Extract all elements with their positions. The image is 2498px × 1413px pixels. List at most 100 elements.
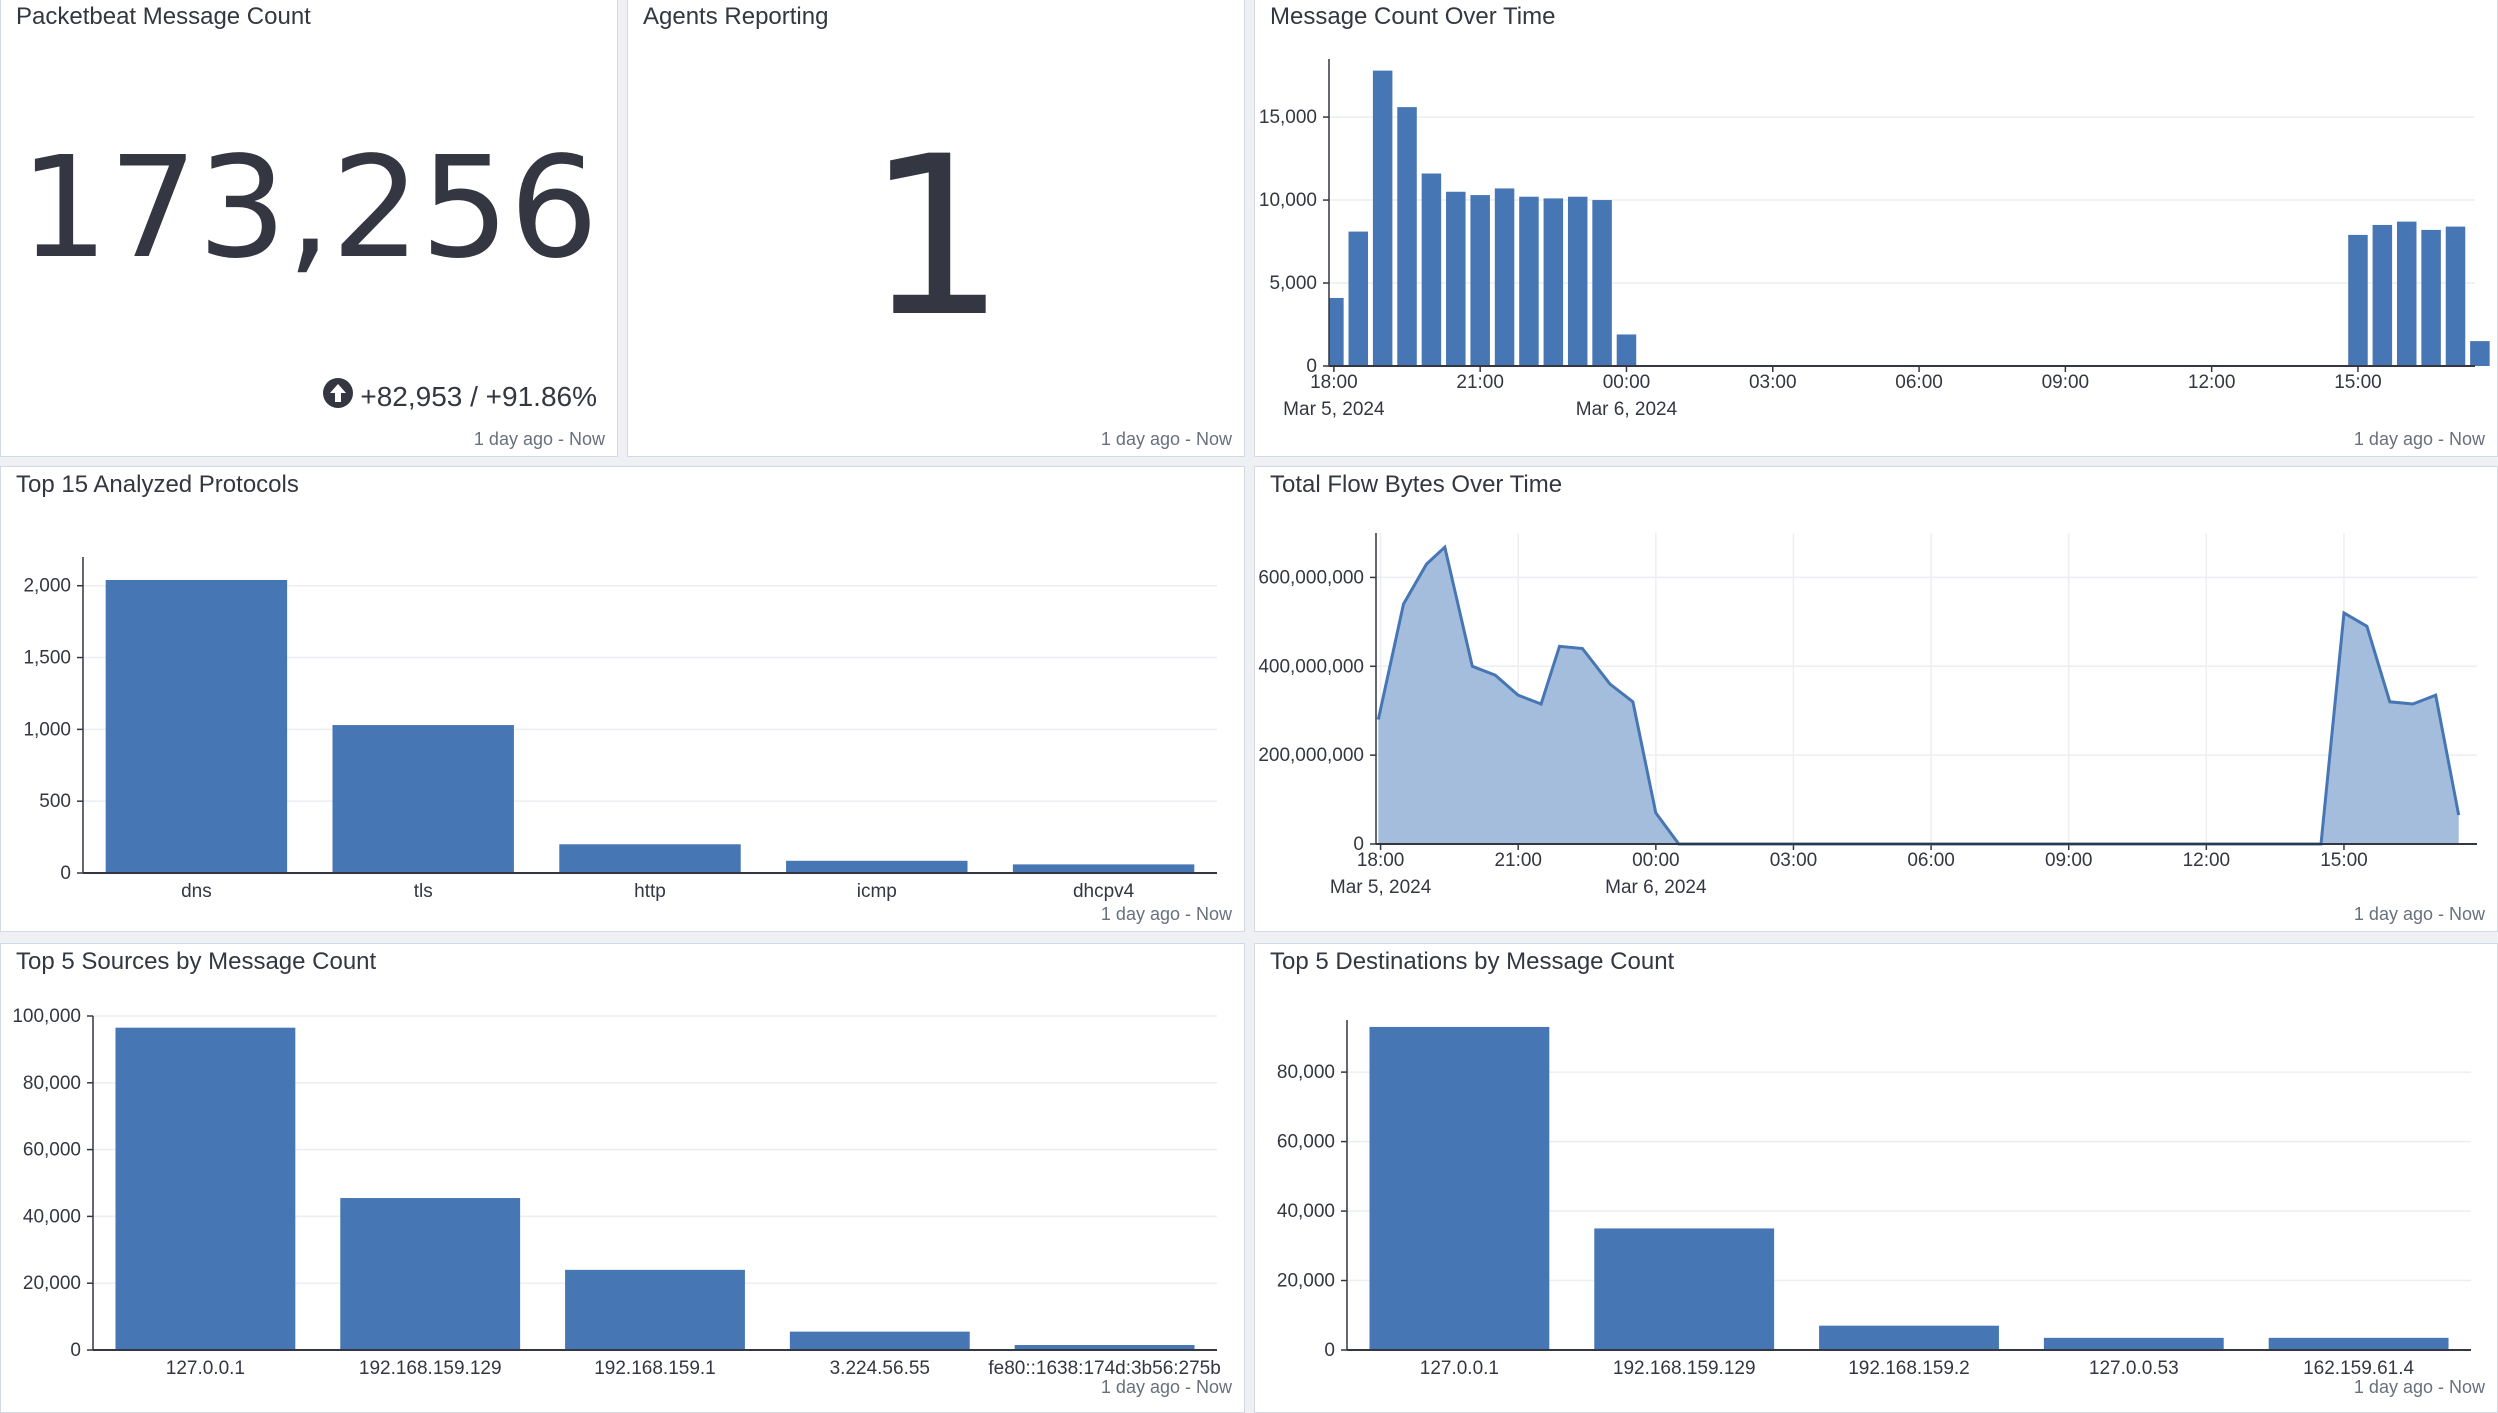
bar	[1372, 70, 1393, 367]
y-tick-label: 80,000	[23, 1073, 81, 1094]
y-tick-label: 0	[1324, 1340, 1335, 1361]
x-tick-label: 15:00	[2320, 850, 2368, 871]
x-tick-sublabel: Mar 6, 2024	[1605, 877, 1707, 898]
time-range: 1 day ago - Now	[1100, 1377, 1232, 1397]
y-tick-label: 60,000	[23, 1140, 81, 1161]
x-tick-label: 18:00	[1310, 372, 1358, 393]
y-tick-label: 0	[1306, 356, 1317, 377]
panel-title: Top 15 Analyzed Protocols	[16, 471, 299, 498]
y-tick-label: 0	[60, 863, 71, 884]
bar	[786, 860, 968, 873]
bar	[1616, 334, 1637, 366]
bar	[2372, 224, 2393, 366]
panel-title: Top 5 Destinations by Message Count	[1270, 948, 1675, 975]
bar	[1421, 173, 1442, 366]
message-count-over-time-panel: Message Count Over Time 0 5,000 10,000 15,0…	[1254, 0, 2498, 457]
y-tick-label: 400,000,000	[1258, 656, 1364, 677]
x-tick-label: 21:00	[1456, 372, 1504, 393]
x-tick-label: fe80::1638:174d:3b56:275b	[988, 1358, 1220, 1379]
panel-title: Message Count Over Time	[1270, 3, 1556, 30]
panel-title: Packetbeat Message Count	[16, 3, 311, 30]
top-sources-chart: 0 20,000 40,000 60,000 80,000 100,000 127.0.0.…	[12, 1006, 1221, 1379]
x-tick-label: 3.224.56.55	[830, 1358, 930, 1379]
time-range: 1 day ago - Now	[2353, 904, 2485, 924]
metric-value: 1	[866, 109, 1006, 365]
x-tick-label: 192.168.159.2	[1848, 1358, 1970, 1379]
series-line	[1376, 544, 2461, 846]
bar	[2421, 229, 2441, 366]
agents-reporting-panel: Agents Reporting 1 1 day ago - Now	[627, 0, 1245, 457]
bar	[105, 579, 288, 873]
x-tick-label: 00:00	[1632, 850, 1680, 871]
time-range: 1 day ago - Now	[2353, 1377, 2485, 1397]
message-count-panel: Packetbeat Message Count 173,256 +82,953…	[0, 0, 618, 457]
bar	[2470, 341, 2490, 366]
trend-indicator: +82,953 / +91.86%	[322, 377, 597, 416]
x-tick-label: 162.159.61.4	[2303, 1358, 2414, 1379]
x-tick-label: 192.168.159.129	[359, 1358, 502, 1379]
panel-title: Agents Reporting	[643, 3, 829, 30]
x-tick-label: tls	[414, 881, 433, 902]
arrow-up-circle-icon	[322, 377, 354, 416]
y-tick-label: 500	[39, 791, 71, 812]
x-tick-label: 06:00	[1895, 372, 1943, 393]
top-sources-panel: Top 5 Sources by Message Count 0 20,000 40…	[0, 943, 1245, 1413]
x-tick-label: 192.168.159.129	[1613, 1358, 1756, 1379]
x-tick-label: 18:00	[1357, 850, 1405, 871]
y-tick-label: 1,500	[23, 648, 71, 669]
bar	[1470, 195, 1490, 366]
x-tick-label: 21:00	[1494, 850, 1542, 871]
panel-title: Top 5 Sources by Message Count	[16, 948, 377, 975]
x-tick-label: 12:00	[2183, 850, 2231, 871]
y-tick-label: 60,000	[1277, 1132, 1335, 1153]
bar	[789, 1331, 970, 1350]
trend-text: +82,953 / +91.86%	[360, 380, 597, 412]
bar	[1014, 1344, 1195, 1350]
x-tick-label: 15:00	[2334, 372, 2382, 393]
bar	[1329, 297, 1344, 366]
bar	[340, 1198, 521, 1350]
top-protocols-panel: Top 15 Analyzed Protocols 0 500 1,000 1,500…	[0, 466, 1245, 932]
total-flow-bytes-chart: 0 200,000,000 400,000,000 600,000,000 18:00 M…	[1258, 533, 2477, 898]
bar	[565, 1269, 745, 1350]
y-tick-label: 10,000	[1259, 190, 1317, 211]
bar	[115, 1027, 296, 1350]
y-tick-label: 40,000	[23, 1206, 81, 1227]
bar	[1012, 864, 1195, 873]
x-tick-label: 127.0.0.53	[2089, 1358, 2179, 1379]
time-range: 1 day ago - Now	[1100, 904, 1232, 924]
bar	[1446, 191, 1466, 366]
bar	[1397, 107, 1417, 366]
x-tick-label: dhcpv4	[1073, 881, 1135, 902]
bar	[1567, 196, 1588, 366]
bar	[1594, 1228, 1775, 1350]
metric-value: 173,256	[19, 127, 599, 290]
y-tick-label: 1,000	[23, 719, 71, 740]
bar	[2445, 226, 2466, 366]
y-tick-label: 100,000	[12, 1006, 81, 1027]
bar	[1494, 188, 1515, 366]
time-range: 1 day ago - Now	[1100, 429, 1232, 449]
time-range: 1 day ago - Now	[473, 429, 605, 449]
y-tick-label: 0	[1353, 834, 1364, 855]
bar	[1592, 200, 1612, 366]
x-tick-sublabel: Mar 5, 2024	[1330, 877, 1432, 898]
top-protocols-chart: 0 500 1,000 1,500 2,000 dns tls http icmp dhcpv4	[23, 557, 1217, 902]
bar	[1819, 1325, 1999, 1350]
time-range: 1 day ago - Now	[2353, 429, 2485, 449]
panel-title: Total Flow Bytes Over Time	[1270, 471, 1563, 498]
y-tick-label: 5,000	[1269, 273, 1317, 294]
bar	[559, 844, 741, 873]
y-tick-label: 20,000	[23, 1273, 81, 1294]
top-destinations-chart: 0 20,000 40,000 60,000 80,000 127.0.0.1 192.16…	[1277, 1020, 2471, 1379]
bar	[1348, 231, 1369, 366]
area-fill	[1378, 547, 2459, 844]
x-tick-label: http	[634, 881, 666, 902]
x-tick-sublabel: Mar 5, 2024	[1283, 399, 1385, 420]
x-tick-label: 09:00	[2042, 372, 2090, 393]
bar	[2268, 1337, 2449, 1350]
y-tick-label: 40,000	[1277, 1201, 1335, 1222]
x-tick-label: 09:00	[2045, 850, 2093, 871]
bar	[2043, 1337, 2224, 1350]
y-tick-label: 15,000	[1259, 107, 1317, 128]
